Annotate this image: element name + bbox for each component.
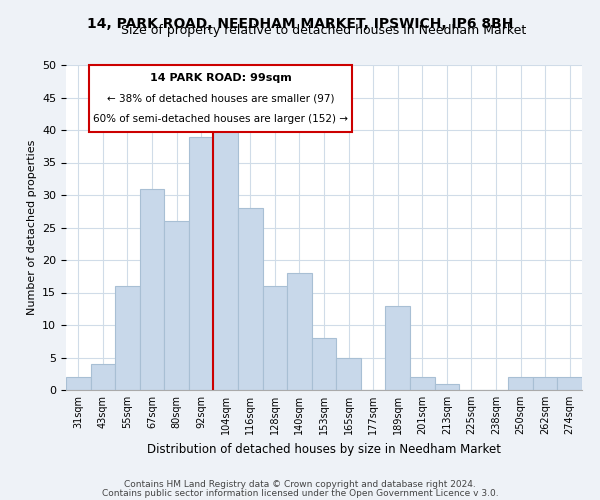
Bar [508, 377, 533, 390]
Bar [263, 286, 287, 390]
X-axis label: Distribution of detached houses by size in Needham Market: Distribution of detached houses by size … [147, 442, 501, 456]
Bar [336, 358, 361, 390]
Text: ← 38% of detached houses are smaller (97): ← 38% of detached houses are smaller (97… [107, 94, 335, 104]
Text: 14, PARK ROAD, NEEDHAM MARKET, IPSWICH, IP6 8BH: 14, PARK ROAD, NEEDHAM MARKET, IPSWICH, … [87, 18, 513, 32]
Text: Contains public sector information licensed under the Open Government Licence v : Contains public sector information licen… [101, 488, 499, 498]
Bar [385, 306, 410, 390]
Bar [115, 286, 140, 390]
Text: 60% of semi-detached houses are larger (152) →: 60% of semi-detached houses are larger (… [93, 114, 348, 124]
Bar [312, 338, 336, 390]
Text: Contains HM Land Registry data © Crown copyright and database right 2024.: Contains HM Land Registry data © Crown c… [124, 480, 476, 489]
Bar [410, 377, 434, 390]
Bar [287, 273, 312, 390]
Bar [91, 364, 115, 390]
Bar [533, 377, 557, 390]
Bar [189, 136, 214, 390]
Text: 14 PARK ROAD: 99sqm: 14 PARK ROAD: 99sqm [150, 73, 292, 83]
Bar [214, 124, 238, 390]
Title: Size of property relative to detached houses in Needham Market: Size of property relative to detached ho… [121, 24, 527, 38]
Bar [557, 377, 582, 390]
Bar [140, 188, 164, 390]
Y-axis label: Number of detached properties: Number of detached properties [26, 140, 37, 315]
FancyBboxPatch shape [89, 65, 352, 132]
Bar [434, 384, 459, 390]
Bar [238, 208, 263, 390]
Bar [164, 221, 189, 390]
Bar [66, 377, 91, 390]
